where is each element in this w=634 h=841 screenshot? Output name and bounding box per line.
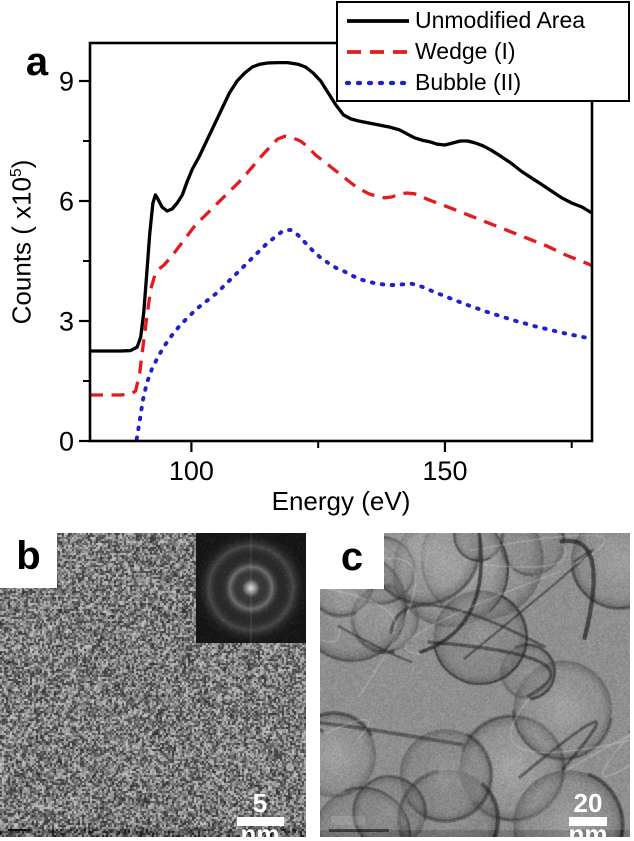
x-axis-title: Energy (eV) bbox=[271, 486, 411, 516]
dashed-line-sample-icon bbox=[347, 49, 409, 54]
scale-bar-b bbox=[237, 817, 284, 826]
y-axis-title-exponent: 5 bbox=[7, 168, 25, 177]
legend-item-unmodified: Unmodified Area bbox=[345, 5, 626, 36]
scale-bar-label-b: 5 nm bbox=[240, 788, 280, 841]
panel-b-label: b bbox=[0, 525, 57, 588]
original-scalebar-mark-c bbox=[329, 829, 389, 832]
y-axis-title-close: ) bbox=[6, 159, 37, 169]
scale-bar-label-c: 20 nm bbox=[568, 788, 608, 841]
svg-text:9: 9 bbox=[59, 67, 74, 97]
svg-text:0: 0 bbox=[59, 427, 74, 457]
scale-bar-c bbox=[569, 817, 607, 826]
legend-label: Bubble (II) bbox=[415, 69, 522, 95]
panel-c-letter: c bbox=[340, 534, 364, 579]
legend-item-bubble: Bubble (II) bbox=[345, 67, 626, 98]
panel-c-label: c bbox=[320, 525, 384, 589]
y-axis-title-text: Counts ( x10 bbox=[6, 176, 37, 325]
original-scalebar-smudge-c bbox=[331, 816, 365, 825]
y-axis-title: Counts ( x105) bbox=[7, 160, 38, 325]
fft-diffraction-inset bbox=[196, 533, 306, 643]
legend-label: Wedge (I) bbox=[415, 38, 516, 64]
panel-a-label: a bbox=[14, 40, 60, 84]
panel-a-letter: a bbox=[25, 39, 49, 84]
solid-line-sample-icon bbox=[347, 18, 409, 23]
svg-text:6: 6 bbox=[59, 187, 74, 217]
panel-b-letter: b bbox=[16, 534, 41, 578]
dotted-line-sample-icon bbox=[345, 80, 411, 85]
svg-text:3: 3 bbox=[59, 307, 74, 337]
legend-item-wedge: Wedge (I) bbox=[345, 36, 626, 67]
svg-text:150: 150 bbox=[422, 456, 467, 486]
original-scalebar-mark-b bbox=[8, 829, 30, 831]
legend-label: Unmodified Area bbox=[415, 7, 586, 33]
chart-legend: Unmodified Area Wedge (I) Bubble (II) bbox=[336, 1, 630, 102]
svg-text:100: 100 bbox=[169, 456, 214, 486]
